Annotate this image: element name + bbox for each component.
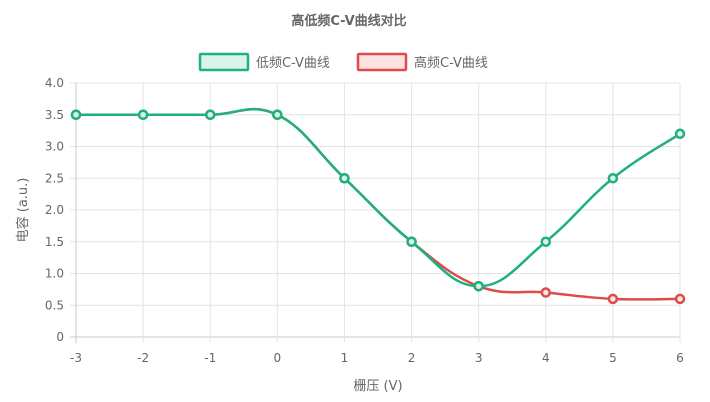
chart-title: 高低频C-V曲线对比 <box>291 13 406 29</box>
data-point-high-frequency[interactable] <box>607 293 619 305</box>
x-tick-label: -2 <box>137 351 149 365</box>
x-tick-label: -3 <box>70 351 82 365</box>
legend-swatch-high-frequency <box>356 52 408 72</box>
data-point-low-frequency[interactable] <box>607 173 619 184</box>
y-axis-ticks: 0 0.5 1.0 1.5 2.0 2.5 3.0 3.5 4.0 <box>45 76 64 344</box>
data-point-low-frequency[interactable] <box>70 109 82 120</box>
legend-swatch-low-frequency <box>198 52 250 72</box>
y-tick-label: 1.0 <box>45 267 64 281</box>
x-tick-label: 5 <box>609 351 617 365</box>
x-tick-label: -1 <box>204 351 216 365</box>
y-tick-label: 0.5 <box>45 298 64 312</box>
data-point-low-frequency[interactable] <box>339 173 350 184</box>
grid <box>70 82 681 343</box>
data-point-low-frequency[interactable] <box>272 109 283 120</box>
legend-item-low-frequency[interactable]: 低频C-V曲线 <box>198 52 330 72</box>
data-point-low-frequency[interactable] <box>406 236 417 247</box>
data-point-low-frequency[interactable] <box>674 128 686 140</box>
x-axis-label: 栅压 (V) <box>353 379 402 394</box>
series-line-low-frequency <box>76 107 681 288</box>
x-axis-ticks: -3 -2 -1 0 1 2 3 4 5 6 <box>70 351 684 365</box>
data-point-low-frequency[interactable] <box>137 109 149 120</box>
y-axis-label: 电容 (a.u.) <box>15 178 31 243</box>
legend-label-low-frequency: 低频C-V曲线 <box>256 56 330 71</box>
legend-label-high-frequency: 高频C-V曲线 <box>414 55 488 71</box>
y-tick-label: 3.0 <box>45 140 64 154</box>
y-tick-label: 1.5 <box>45 235 64 249</box>
y-tick-label: 2.5 <box>45 171 64 185</box>
x-tick-label: 2 <box>408 351 416 365</box>
y-tick-label: 4.0 <box>45 76 64 90</box>
data-point-high-frequency[interactable] <box>674 293 686 305</box>
y-tick-label: 2.0 <box>45 203 64 217</box>
data-point-low-frequency[interactable] <box>473 280 484 292</box>
data-point-low-frequency[interactable] <box>540 236 552 247</box>
x-tick-label: 4 <box>542 351 550 365</box>
legend-item-high-frequency[interactable]: 高频C-V曲线 <box>356 52 488 72</box>
series-line-high-frequency <box>76 107 681 301</box>
x-tick-label: 6 <box>676 351 684 365</box>
x-tick-label: 1 <box>341 351 349 365</box>
watermark: 知乎 @是风 <box>620 362 700 380</box>
series-low-frequency <box>70 107 686 292</box>
x-tick-label: 0 <box>274 351 282 365</box>
y-tick-label: 3.5 <box>45 108 64 122</box>
data-point-high-frequency[interactable] <box>540 287 552 298</box>
x-tick-label: 3 <box>475 351 483 365</box>
y-tick-label: 0 <box>56 330 64 344</box>
data-point-low-frequency[interactable] <box>204 109 216 120</box>
legend: 低频C-V曲线 高频C-V曲线 <box>198 52 488 72</box>
series-lines <box>70 107 686 305</box>
